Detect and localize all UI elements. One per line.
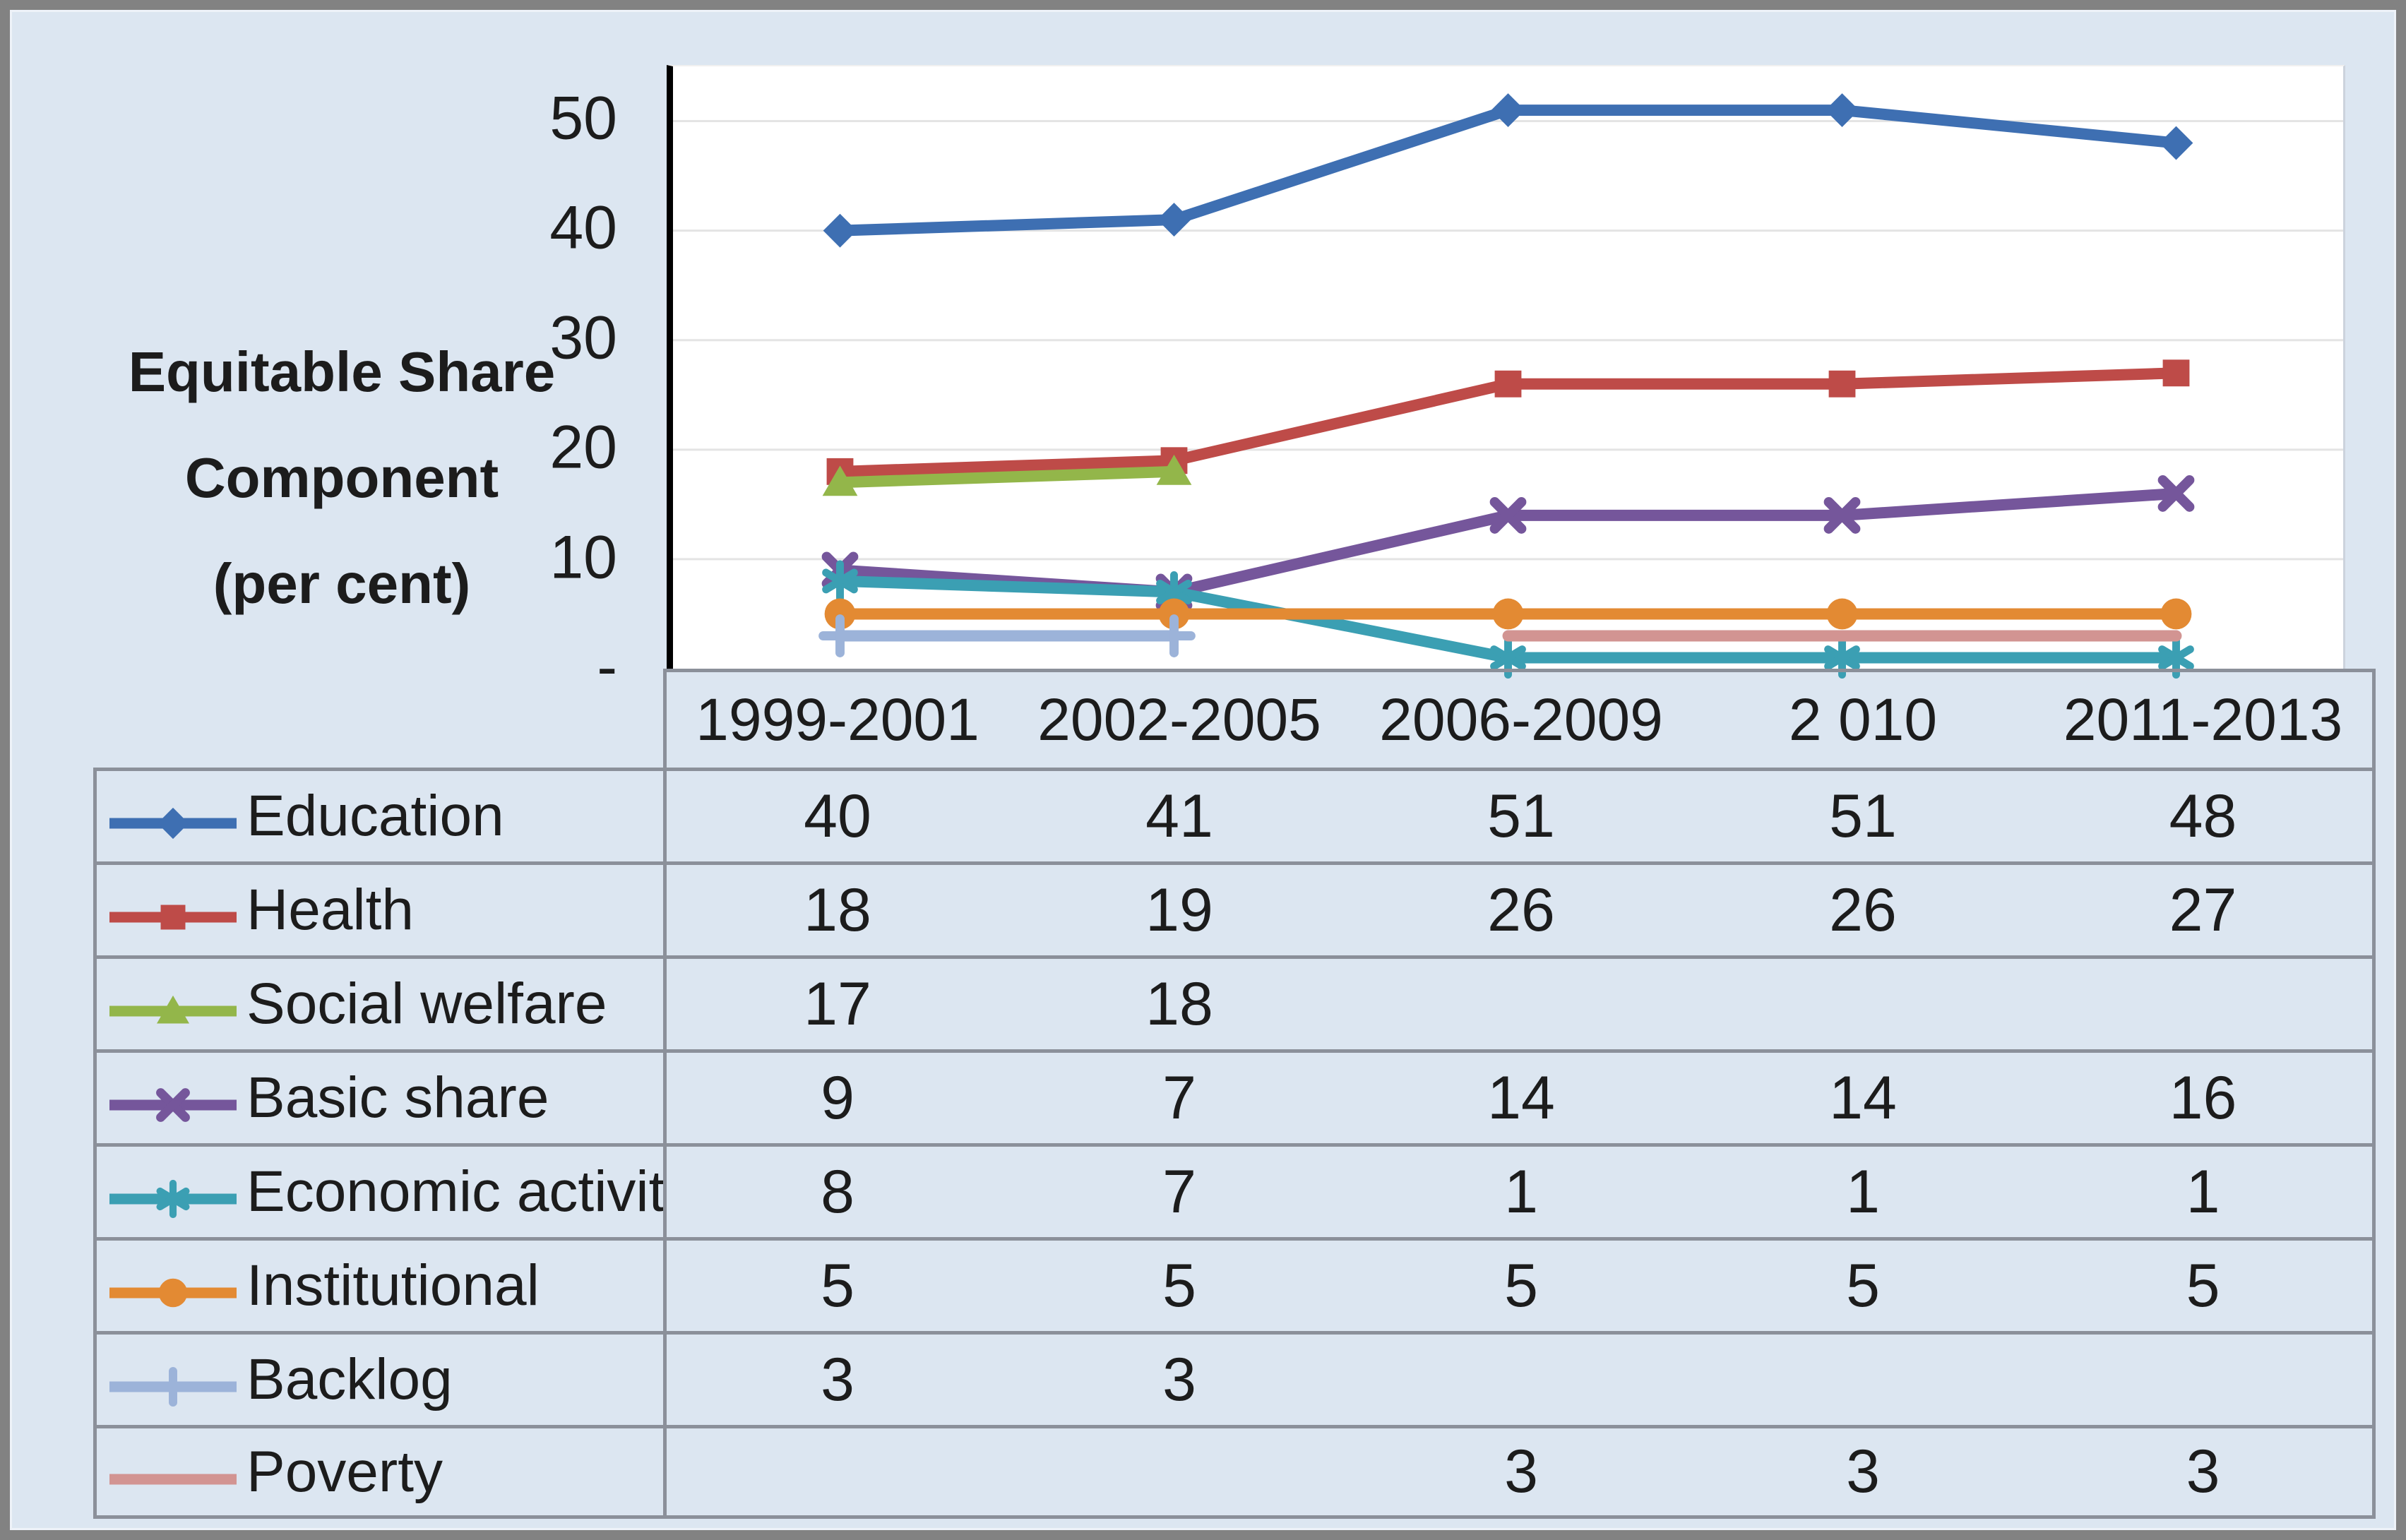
table-cell: 9 <box>667 1049 1008 1143</box>
table-cell <box>1008 1425 1350 1519</box>
y-axis-tick-label: 10 <box>549 523 617 592</box>
table-row-label-education: Education <box>93 768 667 861</box>
y-axis-tick-label: 20 <box>549 413 617 482</box>
table-cell: 5 <box>667 1237 1008 1331</box>
column-header: 1999-2001 <box>667 669 1008 768</box>
series-institutional <box>824 598 2192 630</box>
table-row-label-institutional: Institutional <box>93 1237 667 1331</box>
table-row-label-basic-share: Basic share <box>93 1049 667 1143</box>
table-cell <box>1692 1331 2034 1425</box>
table-cell: 5 <box>1692 1237 2034 1331</box>
series-label: Backlog <box>246 1347 453 1411</box>
legend-icon-poverty <box>104 1450 242 1495</box>
line-chart-svg <box>673 93 2343 679</box>
y-axis-title-line: Equitable Share <box>128 340 556 403</box>
table-row-label-social-welfare: Social welfare <box>93 955 667 1049</box>
table-cell: 3 <box>2034 1425 2376 1519</box>
series-health <box>826 359 2190 485</box>
table-cell: 7 <box>1008 1049 1350 1143</box>
table-cell: 8 <box>667 1143 1008 1237</box>
table-cell: 3 <box>1008 1331 1350 1425</box>
y-axis-tick-label: 40 <box>549 193 617 262</box>
table-cell: 16 <box>2034 1049 2376 1143</box>
table-cell: 14 <box>1692 1049 2034 1143</box>
table-cell: 26 <box>1350 861 1692 955</box>
table-cell: 40 <box>667 768 1008 861</box>
table-cell: 1 <box>1692 1143 2034 1237</box>
y-axis-title-line: Component <box>184 446 499 509</box>
column-header: 2011-2013 <box>2034 669 2376 768</box>
y-axis-title: Equitable Share Component (per cent) <box>81 319 603 637</box>
column-header: 2006-2009 <box>1350 669 1692 768</box>
table-cell <box>2034 1331 2376 1425</box>
table-cell: 17 <box>667 955 1008 1049</box>
data-table: 1999-2001 2002-2005 2006-2009 2 010 2011… <box>93 669 2376 1519</box>
legend-icon-education <box>104 794 242 840</box>
table-cell: 14 <box>1350 1049 1692 1143</box>
table-cell: 1 <box>1350 1143 1692 1237</box>
table-row-label-health: Health <box>93 861 667 955</box>
y-axis-tick-label: 30 <box>549 304 617 372</box>
column-header: 2 010 <box>1692 669 2034 768</box>
table-cell: 26 <box>1692 861 2034 955</box>
table-cell: 51 <box>1350 768 1692 861</box>
y-axis-tick-label: - <box>597 633 617 701</box>
legend-icon-social-welfare <box>104 981 242 1027</box>
table-cell: 3 <box>1692 1425 2034 1519</box>
table-cell: 27 <box>2034 861 2376 955</box>
table-cell <box>667 1425 1008 1519</box>
table-cell: 5 <box>1350 1237 1692 1331</box>
legend-icon-basic-share <box>104 1075 242 1122</box>
series-label: Social welfare <box>246 972 607 1036</box>
table-row-label-economic-activity: Economic activity <box>93 1143 667 1237</box>
table-cell <box>1350 955 1692 1049</box>
table-cell: 3 <box>667 1331 1008 1425</box>
table-cell: 5 <box>2034 1237 2376 1331</box>
series-label: Poverty <box>246 1439 443 1504</box>
y-axis-title-line: (per cent) <box>213 552 471 615</box>
series-education <box>823 93 2193 248</box>
plot-area <box>667 65 2345 679</box>
table-cell <box>2034 955 2376 1049</box>
series-label: Basic share <box>246 1066 549 1130</box>
series-backlog <box>818 614 1196 657</box>
column-header: 2002-2005 <box>1008 669 1350 768</box>
table-cell: 18 <box>667 861 1008 955</box>
series-social-welfare <box>822 454 1192 496</box>
table-corner-spacer <box>93 669 667 768</box>
table-cell: 19 <box>1008 861 1350 955</box>
table-cell <box>1692 955 2034 1049</box>
table-cell: 1 <box>2034 1143 2376 1237</box>
table-cell <box>1350 1331 1692 1425</box>
table-row-label-poverty: Poverty <box>93 1425 667 1519</box>
table-cell: 7 <box>1008 1143 1350 1237</box>
table-cell: 3 <box>1350 1425 1692 1519</box>
table-row-label-backlog: Backlog <box>93 1331 667 1425</box>
series-label: Health <box>246 878 415 942</box>
table-cell: 41 <box>1008 768 1350 861</box>
table-cell: 51 <box>1692 768 2034 861</box>
legend-icon-health <box>104 888 242 933</box>
table-cell: 18 <box>1008 955 1350 1049</box>
series-label: Institutional <box>246 1253 540 1318</box>
table-cell: 5 <box>1008 1237 1350 1331</box>
series-label: Education <box>246 784 504 848</box>
table-cell: 48 <box>2034 768 2376 861</box>
legend-icon-backlog <box>104 1357 242 1407</box>
series-label: Economic activity <box>246 1159 663 1224</box>
y-axis-tick-label: 50 <box>549 84 617 153</box>
legend-icon-institutional <box>104 1263 242 1308</box>
legend-icon-economic-activity <box>104 1169 242 1219</box>
